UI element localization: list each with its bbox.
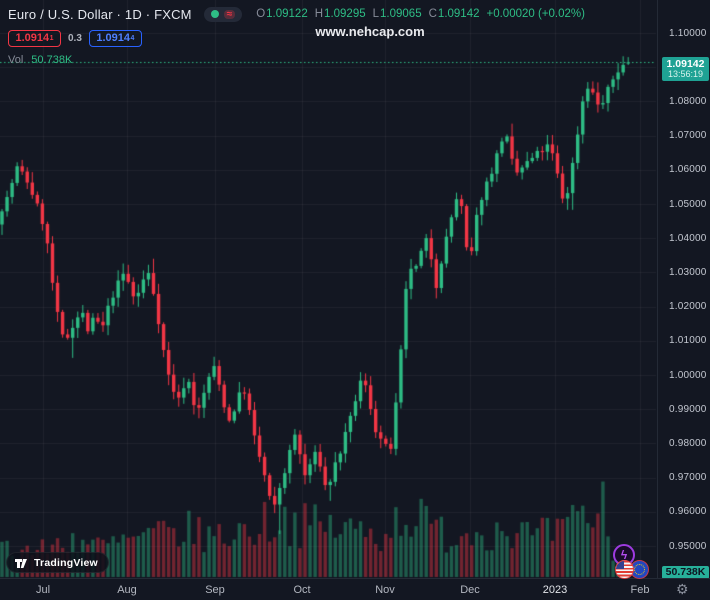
price-tick-label: 1.10000 xyxy=(669,27,707,39)
volume-value-badge: 50.738K xyxy=(662,566,709,579)
us-flag-icon xyxy=(615,560,634,579)
wave-icon[interactable]: ≈ xyxy=(223,9,236,19)
volume-indicator-value: 50.738K xyxy=(31,54,73,66)
price-axis[interactable]: 1.09142 13:56:19 50.738K 1.100001.090001… xyxy=(657,0,710,579)
ohlc-readout: O1.09122 H1.09295 L1.09065 C1.09142 +0.0… xyxy=(256,8,585,20)
volume-indicator-label[interactable]: Vol xyxy=(8,54,24,66)
price-tick-label: 0.98000 xyxy=(669,437,707,449)
price-tick-label: 1.07000 xyxy=(669,130,707,142)
gear-icon[interactable]: ⚙ xyxy=(676,581,689,597)
tradingview-logo-button[interactable]: TradingView xyxy=(6,552,109,573)
legend-toggle-buttons[interactable]: ≈ xyxy=(203,6,243,22)
last-price-value: 1.09142 xyxy=(666,58,705,70)
price-tick-label: 1.02000 xyxy=(669,301,707,313)
time-tick-label: Jul xyxy=(35,584,51,596)
price-tick-label: 0.96000 xyxy=(669,506,707,518)
last-price-badge: 1.09142 13:56:19 xyxy=(662,57,709,81)
price-tick-label: 1.06000 xyxy=(669,164,707,176)
time-tick-label: Oct xyxy=(293,584,311,596)
status-dot-icon[interactable] xyxy=(210,10,219,18)
sell-button[interactable]: 1.0914 1 xyxy=(8,29,61,47)
tradingview-logo-text: TradingView xyxy=(34,556,98,569)
time-tick-label: Nov xyxy=(375,584,395,596)
price-tick-label: 1.04000 xyxy=(669,232,707,244)
website-watermark: www.nehcap.com xyxy=(315,24,425,39)
close-value: C1.09142 xyxy=(428,8,480,20)
time-tick-label: Feb xyxy=(630,584,650,596)
price-tick-label: 1.03000 xyxy=(669,266,707,278)
low-value: L1.09065 xyxy=(372,8,422,20)
time-tick-label: Sep xyxy=(205,584,225,596)
symbol-title[interactable]: Euro / U.S. Dollar · 1D · FXCM xyxy=(8,6,192,22)
price-tick-label: 1.01000 xyxy=(669,335,707,347)
tradingview-logo-icon xyxy=(15,558,27,568)
time-tick-label: Aug xyxy=(117,584,137,596)
price-tick-label: 1.05000 xyxy=(669,198,707,210)
price-tick-label: 0.95000 xyxy=(669,540,707,552)
bar-countdown: 13:56:19 xyxy=(667,69,704,79)
high-value: H1.09295 xyxy=(314,8,366,20)
price-tick-label: 0.97000 xyxy=(669,472,707,484)
buy-button[interactable]: 1.0914 4 xyxy=(88,29,142,47)
price-tick-label: 1.08000 xyxy=(669,95,707,107)
price-tick-label: 1.00000 xyxy=(669,369,707,381)
time-axis[interactable]: ⚙ Jul Aug Sep Oct Nov Dec 2023 Feb xyxy=(0,578,710,600)
chart-legend: Euro / U.S. Dollar · 1D · FXCM ≈ O1.0912… xyxy=(8,5,585,67)
spread-value: 0.3 xyxy=(68,32,82,44)
time-tick-label: Dec xyxy=(460,584,480,596)
price-tick-label: 0.99000 xyxy=(669,403,707,415)
change-value: +0.00020 (+0.02%) xyxy=(486,8,585,20)
open-value: O1.09122 xyxy=(256,8,308,20)
time-tick-label: 2023 xyxy=(542,584,568,596)
